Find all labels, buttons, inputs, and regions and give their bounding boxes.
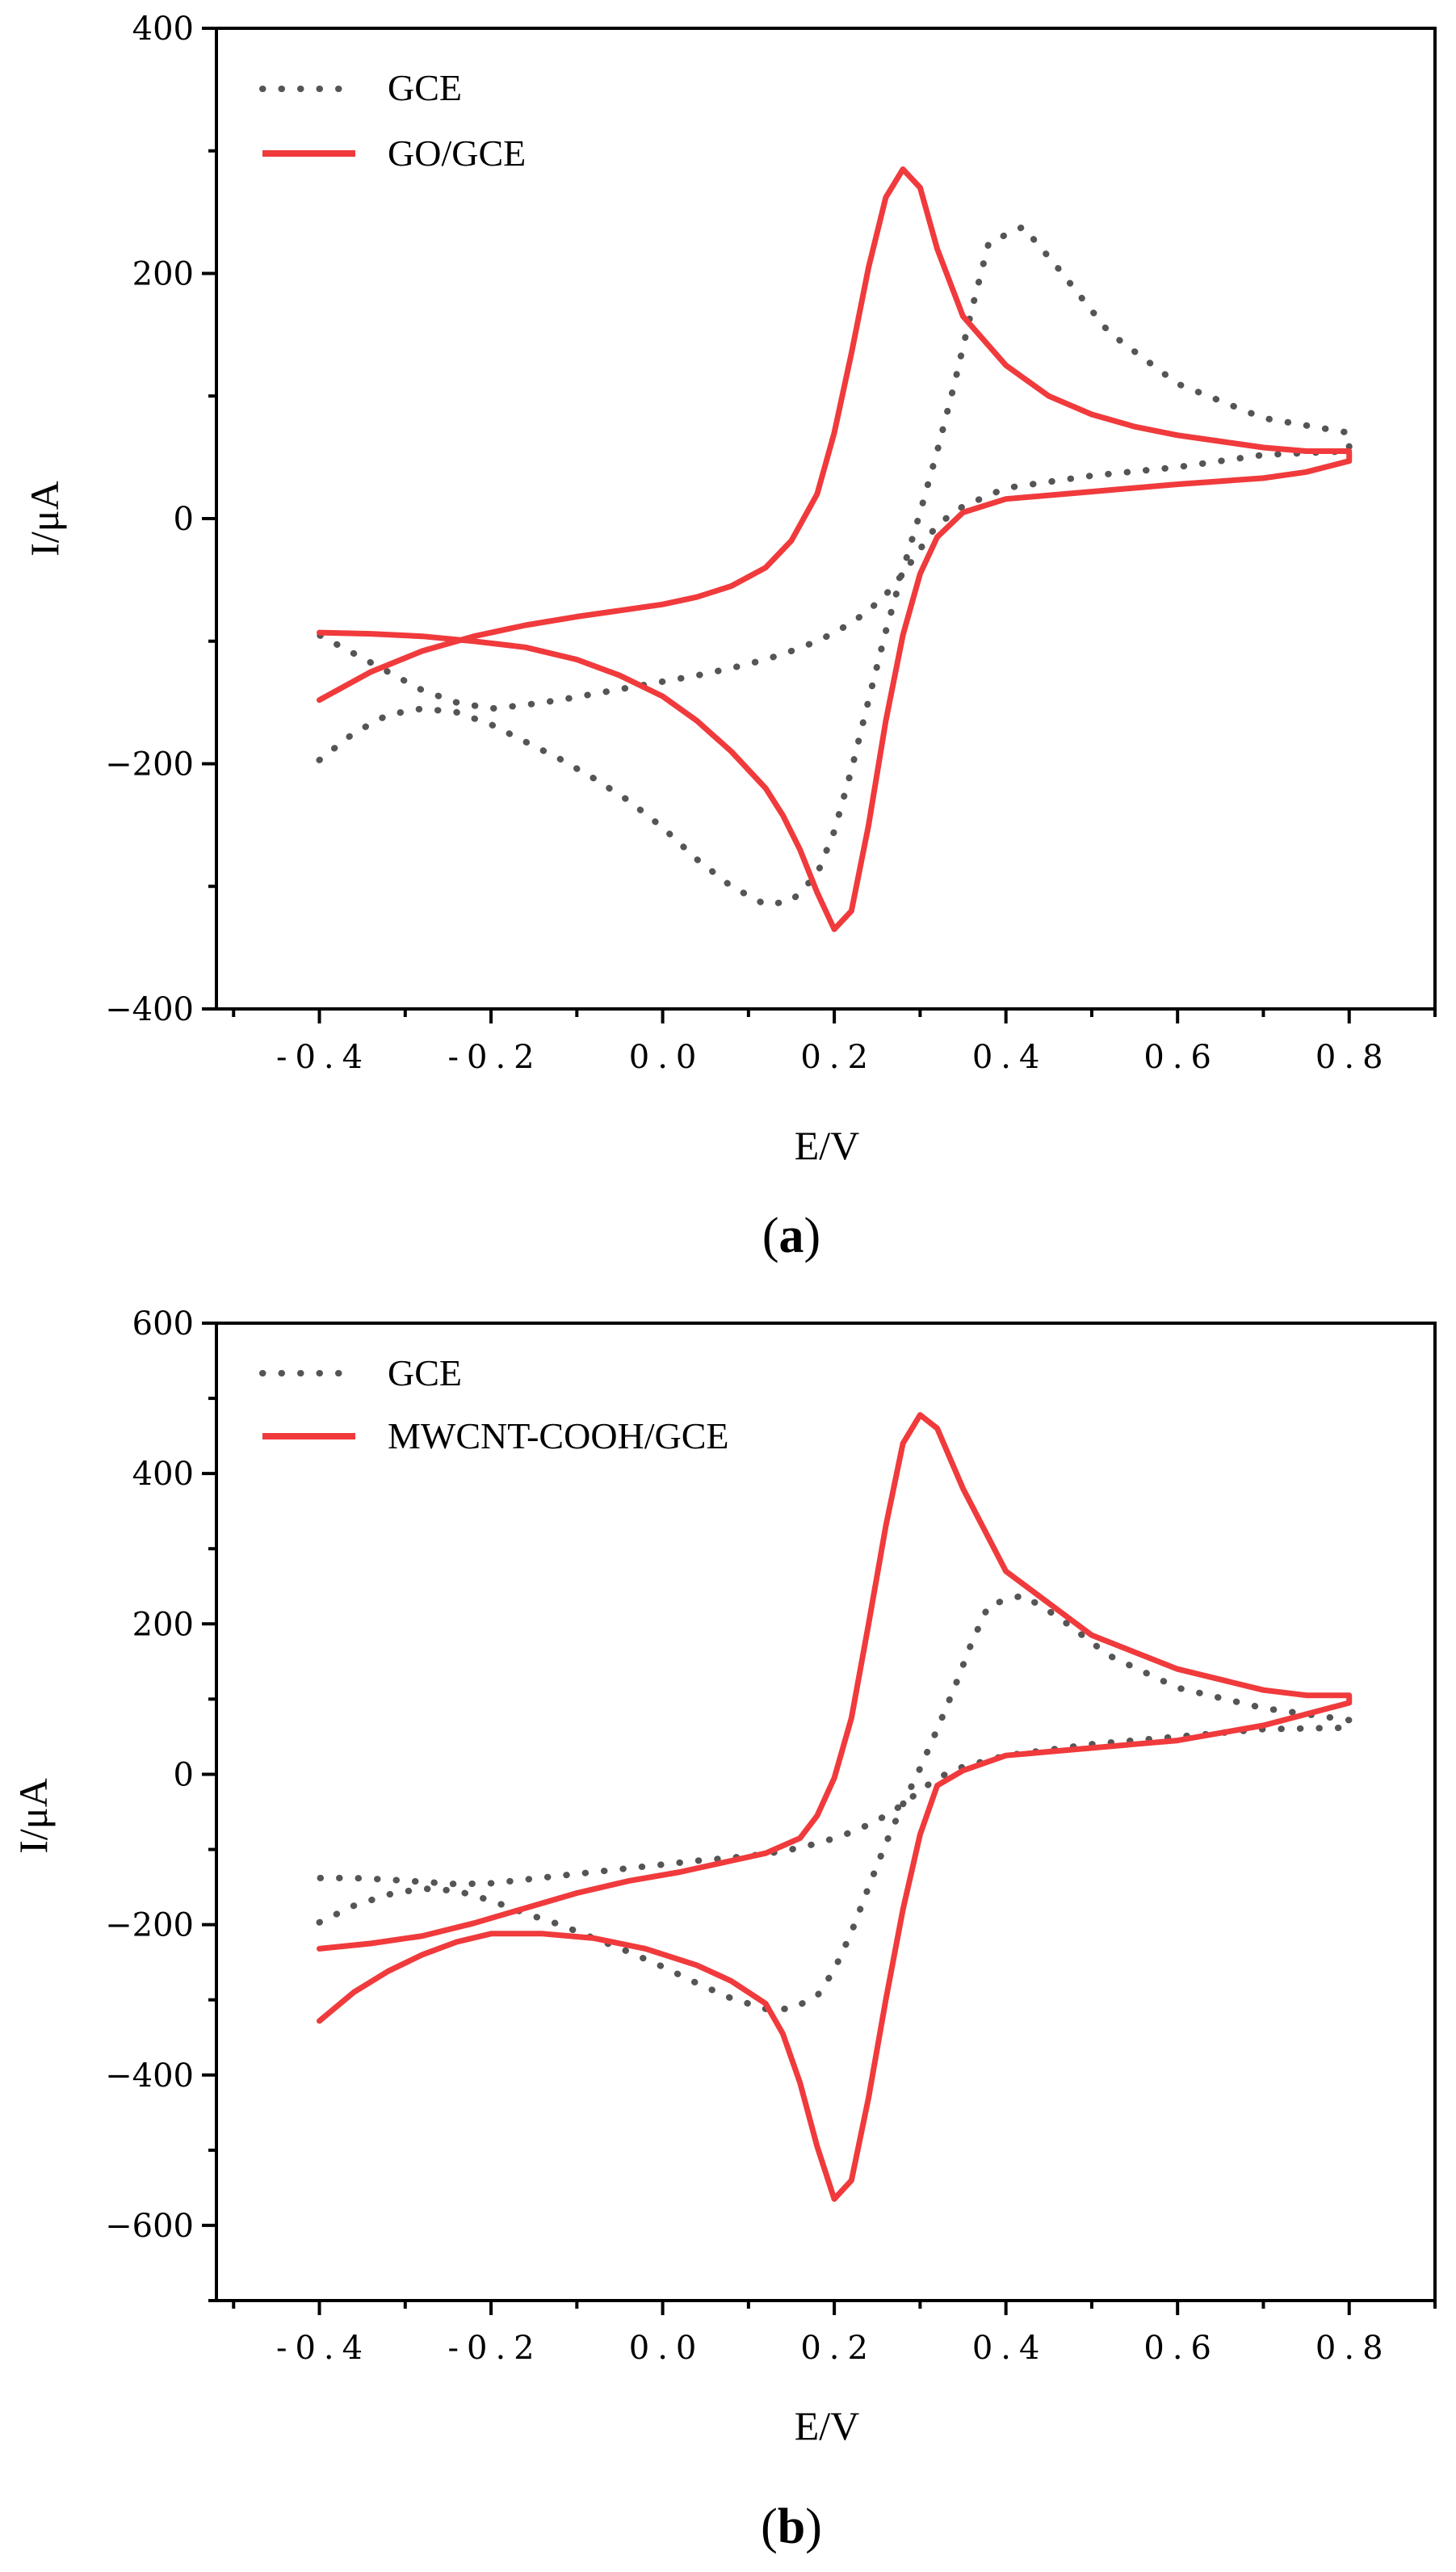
panel-a-x-ticks: -0.4 -0.2 0.0 0.2 0.4 0.6 0.8 — [232, 1009, 1437, 1076]
y-tick-label: 200 — [132, 1606, 194, 1643]
panel-a-legend-gce-label: GCE — [388, 67, 462, 108]
x-tick-label: 0.0 — [629, 2330, 705, 2367]
y-tick-label: 0 — [174, 501, 194, 538]
panel-b-legend-gce-label: GCE — [388, 1352, 462, 1393]
panel-a-x-axis-title: E/V — [795, 1123, 860, 1168]
panel-b-label: (b) — [761, 2499, 822, 2554]
x-tick-label: 0.6 — [1143, 1039, 1219, 1076]
x-tick-label: 0.8 — [1315, 2330, 1391, 2367]
panel-a-legend-go-gce-label: GO/GCE — [388, 132, 526, 174]
x-tick-label: -0.2 — [447, 1039, 542, 1076]
panel-a-label-letter: a — [779, 1208, 804, 1263]
y-tick-label: −600 — [105, 2208, 194, 2245]
y-tick-label: −400 — [105, 991, 194, 1028]
y-tick-label: 600 — [132, 1305, 194, 1343]
panel-b-y-ticks: −600 −400 −200 0 200 400 600 — [105, 1305, 216, 2302]
x-tick-label: -0.4 — [276, 1039, 371, 1076]
x-tick-label: 0.2 — [800, 1039, 876, 1076]
y-tick-label: 400 — [132, 11, 194, 48]
panel-b-y-axis-title: I/μA — [10, 1778, 56, 1853]
panel-a-y-ticks: −400 −200 0 200 400 — [105, 11, 216, 1028]
x-tick-label: -0.4 — [276, 2330, 371, 2367]
x-tick-label: -0.2 — [447, 2330, 542, 2367]
x-tick-label: 0.4 — [972, 1039, 1048, 1076]
panel-a-series-group — [316, 166, 1353, 932]
panel-a-series-gce-line — [316, 223, 1353, 908]
y-tick-label: 200 — [132, 256, 194, 293]
y-tick-label: −200 — [105, 746, 194, 784]
panel-b-series-mwcnt-cooh-gce-line — [317, 1412, 1353, 2202]
x-tick-label: 0.2 — [800, 2330, 876, 2367]
panel-b-x-axis-title: E/V — [795, 2403, 860, 2448]
panel-b-series-gce-line — [316, 1591, 1353, 2012]
panel-a-legend: GCE GO/GCE — [259, 67, 526, 174]
panel-a-series-go-gce-line — [317, 166, 1353, 932]
panel-b-legend: GCE MWCNT-COOH/GCE — [259, 1352, 729, 1456]
panel-a-y-axis-title: I/μA — [22, 481, 67, 556]
y-tick-label: 400 — [132, 1456, 194, 1493]
panel-b-legend-mwcnt-cooh-gce-label: MWCNT-COOH/GCE — [388, 1415, 729, 1456]
panel-b-series-group — [316, 1412, 1353, 2202]
x-tick-label: 0.6 — [1143, 2330, 1219, 2367]
panel-a-label: (a) — [762, 1208, 820, 1263]
x-tick-label: 0.8 — [1315, 1039, 1391, 1076]
panel-b-x-ticks: -0.4 -0.2 0.0 0.2 0.4 0.6 0.8 — [232, 2301, 1437, 2367]
y-tick-label: 0 — [174, 1756, 194, 1793]
panel-b-plot-frame — [215, 1322, 1437, 2302]
panel-b-label-letter: b — [778, 2499, 805, 2554]
x-tick-label: 0.4 — [972, 2330, 1048, 2367]
x-tick-label: 0.0 — [629, 1039, 705, 1076]
y-tick-label: −200 — [105, 1907, 194, 1944]
panel-b: −600 −400 −200 0 200 400 600 -0.4 -0.2 0.0 0.2 0.4… — [10, 1305, 1437, 2554]
panel-a-plot-frame — [215, 27, 1437, 1011]
y-tick-label: −400 — [105, 2057, 194, 2095]
